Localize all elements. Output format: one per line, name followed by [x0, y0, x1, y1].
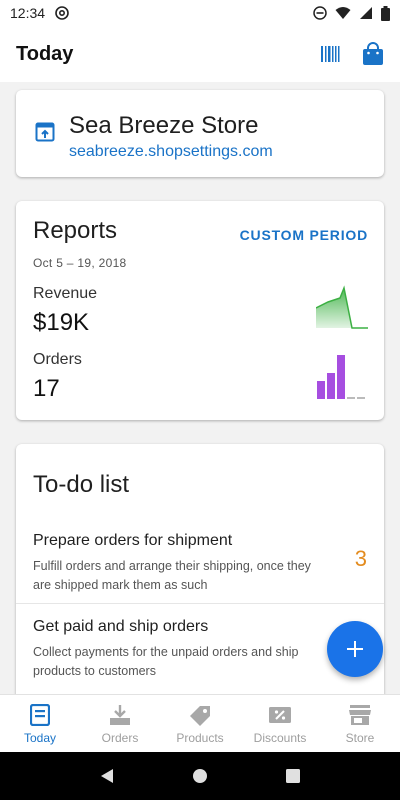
todo-item-description: Collect payments for the unpaid orders a…: [33, 645, 299, 678]
status-time: 12:34: [10, 5, 46, 21]
nav-label: Store: [345, 731, 375, 745]
nav-item-store[interactable]: Store: [320, 695, 400, 752]
plus-icon: [347, 641, 363, 657]
back-icon[interactable]: [99, 768, 115, 784]
orders-label: Orders: [33, 351, 82, 368]
nav-item-today[interactable]: Today: [0, 695, 80, 752]
todo-title: To-do list: [33, 471, 130, 498]
bottom-navigation: Today Orders Products Discounts Store: [0, 694, 400, 752]
shopping-bag-icon[interactable]: [362, 42, 384, 66]
reports-title: Reports: [33, 217, 118, 244]
todo-item-prepare-orders[interactable]: Prepare orders for shipment Fulfill orde…: [16, 518, 384, 604]
app-bar: Today: [0, 26, 400, 82]
nav-label: Today: [23, 731, 57, 745]
revenue-value: $19K: [33, 309, 90, 336]
custom-period-button[interactable]: CUSTOM PERIOD: [239, 227, 368, 243]
home-icon[interactable]: [192, 768, 208, 784]
nav-item-products[interactable]: Products: [160, 695, 240, 752]
todo-card: To-do list Prepare orders for shipment F…: [16, 444, 384, 694]
orders-bar-1: [317, 381, 325, 399]
orders-value: 17: [33, 375, 60, 402]
orders-bar-2: [327, 373, 335, 399]
store-name: Sea Breeze Store: [69, 112, 259, 139]
discounts-icon: [269, 707, 291, 723]
signal-icon: [360, 7, 372, 19]
store-icon: [349, 705, 371, 725]
open-external-icon: [35, 122, 55, 142]
system-navigation-bar: [0, 752, 400, 800]
orders-bar-4: [347, 397, 355, 399]
orders-bar-sparkline: [317, 355, 365, 399]
todo-item-count: 3: [354, 546, 367, 571]
revenue-sparkline: [316, 285, 368, 329]
nav-label: Orders: [101, 731, 139, 745]
nav-label: Discounts: [253, 731, 307, 745]
barcode-scanner-icon[interactable]: [320, 44, 340, 64]
dashboard-content[interactable]: Sea Breeze Store seabreeze.shopsettings.…: [0, 82, 400, 694]
page-title: Today: [16, 42, 74, 65]
products-tag-icon: [190, 706, 210, 726]
orders-bar-5: [357, 397, 365, 399]
add-fab-button[interactable]: [327, 621, 383, 677]
orders-icon: [110, 705, 130, 725]
todo-item-get-paid[interactable]: Get paid and ship orders Collect payment…: [16, 604, 384, 690]
todo-item-title: Get paid and ship orders: [33, 618, 209, 635]
at-sign-icon: [55, 6, 69, 20]
date-range: Oct 5 – 19, 2018: [33, 256, 127, 270]
battery-icon: [381, 5, 390, 21]
nav-label: Products: [176, 731, 224, 745]
store-url-link[interactable]: seabreeze.shopsettings.com: [69, 143, 273, 160]
reports-card: Reports CUSTOM PERIOD Oct 5 – 19, 2018 R…: [16, 201, 384, 420]
orders-bar-3: [337, 355, 345, 399]
status-bar: 12:34: [0, 0, 400, 26]
do-not-disturb-icon: [313, 6, 327, 20]
wifi-icon: [335, 7, 351, 19]
todo-item-title: Prepare orders for shipment: [33, 532, 233, 549]
recents-icon[interactable]: [285, 768, 301, 784]
todo-item-description: Fulfill orders and arrange their shippin…: [33, 559, 311, 592]
nav-item-discounts[interactable]: Discounts: [240, 695, 320, 752]
today-icon: [30, 704, 50, 726]
store-card[interactable]: Sea Breeze Store seabreeze.shopsettings.…: [16, 90, 384, 177]
nav-item-orders[interactable]: Orders: [80, 695, 160, 752]
revenue-label: Revenue: [33, 285, 98, 302]
